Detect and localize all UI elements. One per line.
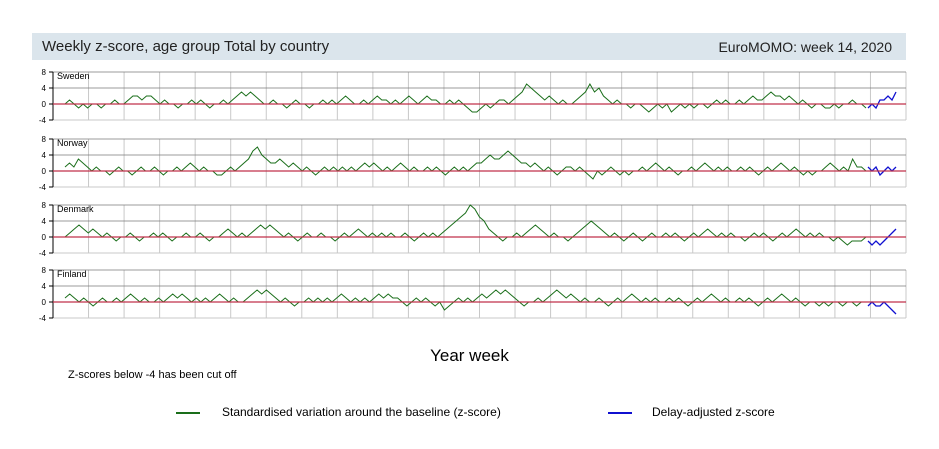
norway-delay-adjusted-line [867,165,897,177]
norway-zscore-line [64,146,867,180]
page-title: Weekly z-score, age group Total by count… [42,38,330,55]
norway-panel-title: Norway [57,138,88,148]
finland-delay-adjusted-line [867,301,897,315]
sweden-ytick-label: 0 [42,100,47,109]
denmark-ytick-label: -4 [39,249,47,258]
denmark-ytick-label: 0 [42,233,47,242]
charts-svg: 8 4 0 -4 Sweden 8 4 0 -4 Norway 8 4 0 -4 Denmark 8 4 0 -4 F… [39,68,907,323]
denmark-ytick-label: 4 [42,217,47,226]
finland-panel-title: Finland [57,269,87,279]
legend-label-zscore: Standardised variation around the baseli… [222,405,501,419]
report-week: EuroMOMO: week 14, 2020 [718,39,892,55]
finland-ytick-label: 8 [42,266,47,275]
sweden-ytick-label: 8 [42,68,47,77]
sweden-panel-title: Sweden [57,71,90,81]
x-axis-label: Year week [430,346,509,365]
norway-ytick-label: 8 [42,135,47,144]
denmark-ytick-label: 8 [42,201,47,210]
norway-ytick-label: -4 [39,183,47,192]
legend-swatch-zscore [176,412,200,414]
sweden-delay-adjusted-line [867,91,897,110]
finland-ytick-label: 0 [42,298,47,307]
finland-zscore-line [64,289,866,311]
finland-ytick-label: 4 [42,282,47,291]
finland-ytick-label: -4 [39,314,47,323]
legend-swatch-delay-adjusted [608,412,632,414]
norway-ytick-label: 0 [42,167,47,176]
cutoff-note: Z-scores below -4 has been cut off [68,369,237,381]
legend-label-delay-adjusted: Delay-adjusted z-score [652,405,775,419]
denmark-zscore-line [64,204,867,246]
sweden-ytick-label: -4 [39,116,47,125]
denmark-delay-adjusted-line [867,228,897,246]
sweden-ytick-label: 4 [42,84,47,93]
denmark-panel-title: Denmark [57,204,94,214]
norway-ytick-label: 4 [42,151,47,160]
chart-header: Weekly z-score, age group Total by count… [32,33,906,60]
